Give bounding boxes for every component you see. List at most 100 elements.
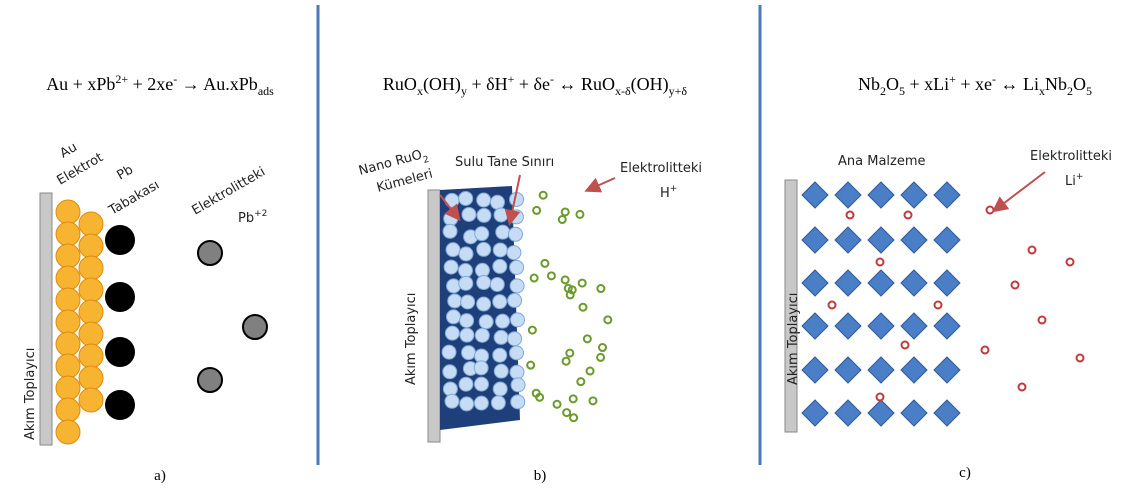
proton — [541, 260, 548, 267]
host-lattice — [868, 227, 894, 253]
ruo2-cluster — [508, 332, 522, 346]
gold-atom — [56, 266, 80, 290]
host-lattice — [802, 227, 828, 253]
host-lattice — [868, 313, 894, 339]
lithium-ion — [1077, 355, 1084, 362]
ruo2-cluster — [479, 315, 493, 329]
ruo2-cluster — [509, 227, 523, 241]
gold-atom — [56, 310, 80, 334]
ruo2-cluster — [510, 313, 524, 327]
host-lattice — [934, 313, 960, 339]
host-lattice — [802, 270, 828, 296]
host-lattice — [835, 270, 861, 296]
ruo2-cluster — [474, 377, 488, 391]
proton — [576, 211, 583, 218]
ruo2-cluster — [496, 225, 510, 239]
ruo2-cluster — [458, 264, 472, 278]
proton — [527, 362, 534, 369]
ruo2-cluster — [511, 395, 525, 409]
host-lattice — [835, 313, 861, 339]
host-lattice — [802, 357, 828, 383]
lead-ion — [198, 241, 222, 265]
label: Elektrolitteki — [1030, 149, 1112, 164]
ruo2-cluster — [490, 277, 504, 291]
ruo2-cluster — [477, 276, 491, 290]
gold-atom — [79, 344, 103, 368]
proton — [533, 207, 540, 214]
proton — [584, 335, 591, 342]
ruo2-cluster — [511, 378, 525, 392]
proton — [540, 192, 547, 199]
host-lattice — [901, 313, 927, 339]
host-lattice — [901, 227, 927, 253]
gold-atom — [79, 322, 103, 346]
label: Li+ — [1065, 172, 1083, 189]
proton — [599, 344, 606, 351]
gold-atom — [79, 278, 103, 302]
gold-atom — [56, 222, 80, 246]
label: Tabakası — [106, 178, 163, 219]
host-lattice — [802, 400, 828, 426]
ruo2-cluster — [510, 346, 524, 360]
ruo2-cluster — [490, 195, 504, 209]
ruo2-cluster — [494, 364, 508, 378]
equation: RuOx(OH)y + δH+ + δe- ↔ RuOx-δ(OH)y+δ — [383, 72, 688, 98]
ruo2-cluster — [446, 310, 460, 324]
host-lattice — [868, 270, 894, 296]
ruo2-cluster — [510, 260, 524, 274]
ruo2-cluster — [444, 260, 458, 274]
ruo2-cluster — [442, 345, 456, 359]
gold-atom — [56, 244, 80, 268]
proton — [563, 409, 570, 416]
proton — [531, 275, 538, 282]
host-lattice — [934, 227, 960, 253]
gold-atom — [79, 212, 103, 236]
gold-atom — [79, 234, 103, 258]
proton — [577, 378, 584, 385]
ruo2-cluster — [491, 396, 505, 410]
ruo2-cluster — [445, 326, 459, 340]
ruo2-cluster — [477, 193, 491, 207]
lead-ion — [243, 315, 267, 339]
gold-atom — [56, 200, 80, 224]
lithium-ion — [877, 394, 884, 401]
ruo2-cluster — [493, 259, 507, 273]
ruo2-cluster — [493, 348, 507, 362]
proton — [579, 280, 586, 287]
host-lattice — [835, 227, 861, 253]
host-lattice — [868, 400, 894, 426]
lead-atom — [105, 282, 135, 312]
proton — [548, 272, 555, 279]
proton — [597, 285, 604, 292]
host-lattice — [802, 313, 828, 339]
ruo2-cluster — [462, 346, 476, 360]
ruo2-cluster — [448, 294, 462, 308]
gold-atom — [79, 300, 103, 324]
lead-atom — [105, 225, 135, 255]
caption: b) — [534, 468, 547, 484]
gold-atom — [56, 354, 80, 378]
ruo2-cluster — [460, 397, 474, 411]
shapes — [40, 180, 1084, 445]
ruo2-cluster — [461, 295, 475, 309]
ruo2-cluster — [462, 207, 476, 221]
host-lattice — [868, 357, 894, 383]
lithium-ion — [902, 342, 909, 349]
gold-atom — [56, 288, 80, 312]
ruo2-cluster — [460, 314, 474, 328]
ruo2-cluster — [477, 297, 491, 311]
proton — [562, 208, 569, 215]
host-lattice — [901, 357, 927, 383]
gold-atom — [56, 398, 80, 422]
proton — [589, 397, 596, 404]
proton — [562, 276, 569, 283]
proton — [570, 414, 577, 421]
host-lattice — [934, 400, 960, 426]
ruo2-cluster — [477, 208, 491, 222]
ruo2-cluster — [443, 382, 457, 396]
lithium-ion — [987, 207, 994, 214]
ruo2-cluster — [459, 247, 473, 261]
proton — [563, 358, 570, 365]
host-lattice — [835, 357, 861, 383]
ruo2-cluster — [494, 330, 508, 344]
